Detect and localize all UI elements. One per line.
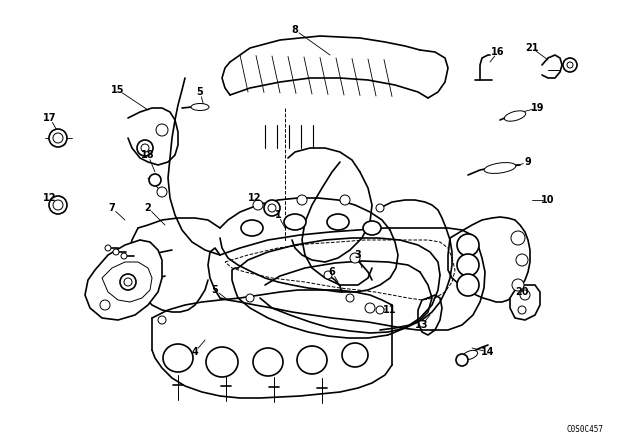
Ellipse shape bbox=[297, 346, 327, 374]
Text: 3: 3 bbox=[355, 250, 362, 260]
Circle shape bbox=[49, 129, 67, 147]
Circle shape bbox=[149, 174, 161, 186]
Circle shape bbox=[100, 300, 110, 310]
Circle shape bbox=[113, 249, 119, 255]
Text: 12: 12 bbox=[248, 193, 262, 203]
Text: 16: 16 bbox=[492, 47, 505, 57]
Polygon shape bbox=[85, 240, 162, 320]
Circle shape bbox=[253, 200, 263, 210]
Ellipse shape bbox=[206, 347, 238, 377]
Ellipse shape bbox=[342, 343, 368, 367]
Circle shape bbox=[340, 195, 350, 205]
Ellipse shape bbox=[284, 214, 306, 230]
Circle shape bbox=[268, 204, 276, 212]
Text: 6: 6 bbox=[328, 267, 335, 277]
Text: C0S0C457: C0S0C457 bbox=[566, 426, 604, 435]
Ellipse shape bbox=[504, 111, 525, 121]
Circle shape bbox=[376, 204, 384, 212]
Circle shape bbox=[324, 271, 332, 279]
Circle shape bbox=[376, 306, 384, 314]
Text: 15: 15 bbox=[111, 85, 125, 95]
Circle shape bbox=[346, 294, 354, 302]
Text: 14: 14 bbox=[481, 347, 495, 357]
Ellipse shape bbox=[163, 344, 193, 372]
Text: 13: 13 bbox=[415, 320, 429, 330]
Ellipse shape bbox=[484, 163, 516, 173]
Text: 5: 5 bbox=[196, 87, 204, 97]
Circle shape bbox=[264, 200, 280, 216]
Text: 20: 20 bbox=[515, 287, 529, 297]
Text: 4: 4 bbox=[191, 347, 198, 357]
Ellipse shape bbox=[363, 221, 381, 235]
Text: 2: 2 bbox=[145, 203, 152, 213]
Circle shape bbox=[121, 253, 127, 259]
Text: 19: 19 bbox=[531, 103, 545, 113]
Circle shape bbox=[520, 290, 530, 300]
Ellipse shape bbox=[327, 214, 349, 230]
Circle shape bbox=[137, 140, 153, 156]
Ellipse shape bbox=[253, 348, 283, 376]
Circle shape bbox=[518, 306, 526, 314]
Text: 5: 5 bbox=[212, 285, 218, 295]
Circle shape bbox=[297, 195, 307, 205]
Polygon shape bbox=[102, 262, 152, 302]
Circle shape bbox=[350, 253, 360, 263]
Circle shape bbox=[124, 278, 132, 286]
Ellipse shape bbox=[191, 103, 209, 111]
Circle shape bbox=[246, 294, 254, 302]
Ellipse shape bbox=[241, 220, 263, 236]
Circle shape bbox=[365, 303, 375, 313]
Circle shape bbox=[53, 133, 63, 143]
Circle shape bbox=[120, 274, 136, 290]
Text: 11: 11 bbox=[383, 305, 397, 315]
Text: 10: 10 bbox=[541, 195, 555, 205]
Circle shape bbox=[457, 274, 479, 296]
Circle shape bbox=[567, 62, 573, 68]
Circle shape bbox=[457, 254, 479, 276]
Text: 9: 9 bbox=[525, 157, 531, 167]
Text: 17: 17 bbox=[44, 113, 57, 123]
Circle shape bbox=[105, 245, 111, 251]
Circle shape bbox=[158, 316, 166, 324]
Circle shape bbox=[49, 196, 67, 214]
Circle shape bbox=[456, 354, 468, 366]
Circle shape bbox=[516, 254, 528, 266]
Text: 12: 12 bbox=[44, 193, 57, 203]
Text: 7: 7 bbox=[109, 203, 115, 213]
Circle shape bbox=[157, 187, 167, 197]
Circle shape bbox=[156, 124, 168, 136]
Polygon shape bbox=[510, 285, 540, 320]
Circle shape bbox=[563, 58, 577, 72]
Circle shape bbox=[511, 231, 525, 245]
Circle shape bbox=[141, 144, 149, 152]
Circle shape bbox=[512, 279, 524, 291]
Text: 18: 18 bbox=[141, 150, 155, 160]
Circle shape bbox=[457, 234, 479, 256]
Ellipse shape bbox=[462, 350, 477, 360]
Text: 8: 8 bbox=[292, 25, 298, 35]
Circle shape bbox=[53, 200, 63, 210]
Text: 1: 1 bbox=[275, 210, 282, 220]
Text: 21: 21 bbox=[525, 43, 539, 53]
